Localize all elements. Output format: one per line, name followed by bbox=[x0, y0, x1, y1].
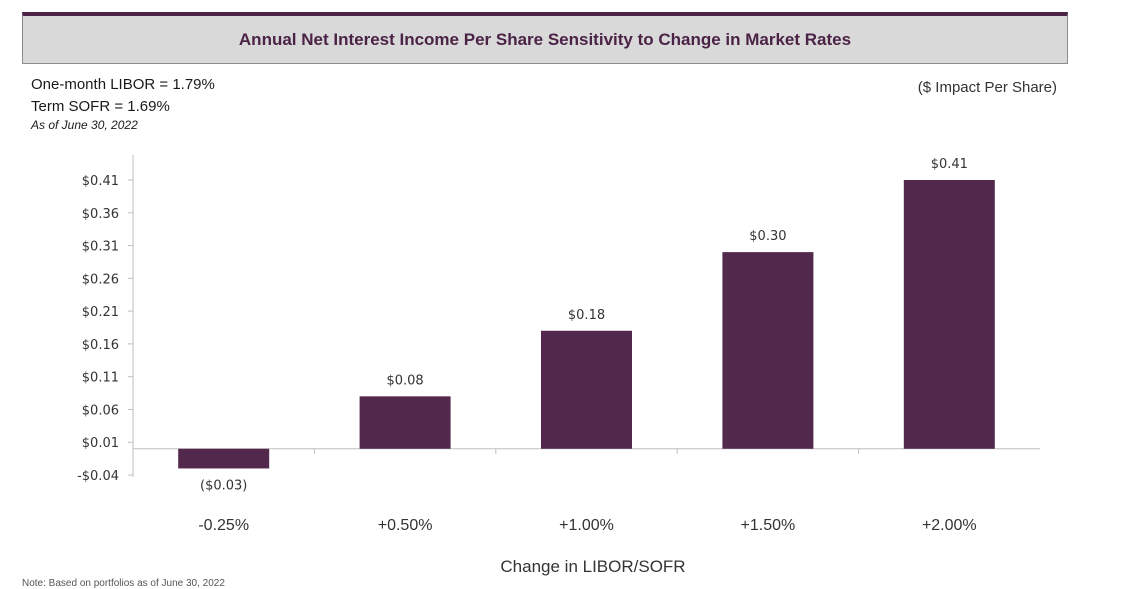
bar bbox=[359, 396, 451, 449]
libor-rate-label: One-month LIBOR = 1.79% bbox=[31, 76, 215, 93]
sofr-rate-label: Term SOFR = 1.69% bbox=[31, 98, 170, 115]
bar bbox=[722, 252, 814, 449]
y-tick-label: $0.11 bbox=[82, 371, 119, 386]
y-tick-label: $0.06 bbox=[82, 403, 119, 418]
y-tick-label: $0.01 bbox=[82, 436, 119, 451]
y-tick-label: $0.36 bbox=[82, 207, 119, 222]
y-tick-label: $0.31 bbox=[82, 240, 119, 255]
x-category-label: +1.00% bbox=[559, 517, 614, 534]
x-category-label: +1.50% bbox=[741, 517, 796, 534]
data-label: $0.41 bbox=[931, 157, 968, 172]
data-label: $0.18 bbox=[568, 308, 605, 323]
x-axis-title: Change in LIBOR/SOFR bbox=[500, 557, 686, 576]
data-label: ($0.03) bbox=[200, 478, 247, 493]
bar bbox=[903, 180, 995, 449]
x-category-label: +2.00% bbox=[922, 517, 977, 534]
x-category-label: -0.25% bbox=[198, 517, 249, 534]
bar bbox=[541, 330, 632, 449]
y-tick-label: $0.21 bbox=[82, 305, 119, 320]
bar bbox=[178, 448, 270, 469]
footnote: Note: Based on portfolios as of June 30,… bbox=[22, 578, 225, 589]
y-tick-label: $0.26 bbox=[82, 272, 119, 287]
chart-title-banner: Annual Net Interest Income Per Share Sen… bbox=[22, 12, 1068, 64]
as-of-date: As of June 30, 2022 bbox=[31, 118, 138, 132]
x-category-label: +0.50% bbox=[378, 517, 433, 534]
unit-note: ($ Impact Per Share) bbox=[917, 79, 1057, 96]
data-label: $0.08 bbox=[386, 373, 423, 388]
y-tick-label: -$0.04 bbox=[77, 469, 119, 484]
data-label: $0.30 bbox=[749, 229, 786, 244]
chart-title: Annual Net Interest Income Per Share Sen… bbox=[238, 29, 852, 49]
y-tick-label: $0.41 bbox=[82, 174, 119, 189]
y-tick-label: $0.16 bbox=[82, 338, 119, 353]
